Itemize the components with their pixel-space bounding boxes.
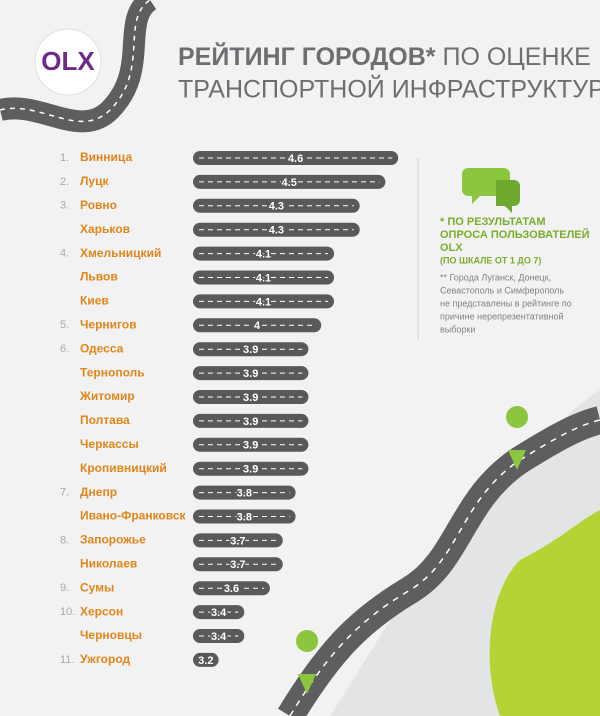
note: OLX bbox=[440, 242, 463, 254]
footnote: причине нерепрезентативной bbox=[440, 311, 564, 321]
category-label: Запорожье bbox=[80, 533, 146, 547]
chat-icon bbox=[496, 180, 520, 213]
bar bbox=[193, 437, 309, 452]
category-label: Херсон bbox=[80, 604, 123, 618]
category-label: Хмельницкий bbox=[80, 246, 161, 260]
park bbox=[489, 510, 600, 716]
value-label: 3.8 bbox=[237, 488, 252, 500]
category-label: Львов bbox=[80, 270, 118, 284]
category-label: Чернигов bbox=[80, 317, 137, 331]
category-label: Сумы bbox=[80, 580, 114, 594]
value-label: 4 bbox=[254, 320, 261, 332]
rank: 1. bbox=[60, 152, 69, 164]
category-label: Полтава bbox=[80, 413, 130, 427]
rank: 6. bbox=[60, 343, 69, 355]
tree bbox=[542, 550, 554, 562]
rank: 2. bbox=[60, 176, 69, 188]
tree bbox=[521, 569, 533, 581]
category-label: Николаев bbox=[80, 556, 137, 570]
value-label: 3.7 bbox=[230, 535, 245, 547]
value-label: 4.3 bbox=[269, 225, 284, 237]
category-label: Ровно bbox=[80, 198, 117, 212]
value-label: 4.1 bbox=[256, 249, 271, 261]
bar bbox=[193, 342, 309, 357]
value-label: 3.9 bbox=[243, 464, 258, 476]
logo: OLX bbox=[41, 46, 95, 76]
value-label: 3.8 bbox=[237, 511, 252, 523]
bar bbox=[193, 151, 399, 165]
bar bbox=[193, 390, 309, 404]
category-label: Черновцы bbox=[80, 628, 142, 642]
category-label: Винница bbox=[80, 150, 132, 164]
rank: 5. bbox=[60, 319, 69, 331]
value-label: 4.3 bbox=[269, 201, 284, 213]
title-light: ПО ОЦЕНКЕ bbox=[442, 43, 590, 71]
note: ОПРОСА ПОЛЬЗОВАТЕЛЕЙ bbox=[440, 228, 590, 241]
value-label: 3.9 bbox=[243, 440, 258, 452]
value-label: 3.6 bbox=[224, 583, 239, 595]
rank: 7. bbox=[60, 487, 69, 499]
category-label: Ивано-Франковск bbox=[80, 509, 187, 523]
category-label: Днепр bbox=[80, 485, 117, 499]
value-label: 3.9 bbox=[243, 416, 258, 428]
rank: 4. bbox=[60, 248, 69, 260]
bar bbox=[193, 198, 360, 213]
value-label: 3.4 bbox=[211, 631, 227, 643]
category-label: Кропивницкий bbox=[80, 461, 167, 475]
logo-circle bbox=[34, 28, 102, 96]
title-bold: РЕЙТИНГ ГОРОДОВ* bbox=[178, 41, 436, 71]
value-label: 3.9 bbox=[243, 344, 258, 356]
value-label: 4.1 bbox=[256, 272, 271, 284]
road-line bbox=[289, 419, 600, 716]
chart-title: РЕЙТИНГ ГОРОДОВ* ПО ОЦЕНКЕ bbox=[178, 41, 591, 71]
value-label: 3.2 bbox=[198, 655, 213, 667]
category-label: Житомир bbox=[79, 389, 135, 403]
category-label: Тернополь bbox=[80, 365, 145, 379]
pin bbox=[296, 630, 319, 694]
category-label: Черкассы bbox=[80, 437, 139, 451]
bar bbox=[193, 581, 270, 596]
road-line bbox=[0, 0, 151, 122]
bar bbox=[193, 461, 309, 476]
pin bbox=[506, 406, 529, 470]
chart-title-line2: ТРАНСПОРТНОЙ ИНФРАСТРУКТУРЫ bbox=[178, 74, 600, 104]
category-label: Луцк bbox=[80, 174, 109, 188]
value-label: 4.1 bbox=[256, 296, 271, 308]
category-label: Киев bbox=[80, 294, 109, 308]
footnote: Севастополь и Симферополь bbox=[440, 285, 564, 295]
category-label: Харьков bbox=[80, 222, 130, 236]
value-label: 3.9 bbox=[243, 392, 258, 404]
category-label: Одесса bbox=[80, 341, 124, 355]
value-label: 3.9 bbox=[243, 368, 258, 380]
value-label: 4.5 bbox=[282, 177, 297, 189]
bar bbox=[193, 366, 309, 381]
footnote: не представлены в рейтинге по bbox=[440, 298, 572, 308]
bar bbox=[193, 413, 309, 428]
rank: 8. bbox=[60, 534, 69, 546]
value-label: 4.6 bbox=[288, 153, 303, 165]
rank: 9. bbox=[60, 582, 69, 594]
value-label: 3.7 bbox=[230, 559, 245, 571]
rank: 10. bbox=[60, 606, 75, 618]
note: * ПО РЕЗУЛЬТАТАМ bbox=[440, 216, 546, 228]
note: (ПО ШКАЛЕ ОТ 1 ДО 7) bbox=[440, 255, 541, 265]
footnote: ** Города Луганск, Донецк, bbox=[440, 272, 551, 282]
bar bbox=[193, 222, 360, 237]
bar bbox=[193, 652, 219, 667]
rank: 3. bbox=[60, 200, 69, 212]
value-label: 3.4 bbox=[211, 607, 227, 619]
category-label: Ужгород bbox=[80, 652, 130, 666]
rank: 11. bbox=[60, 654, 74, 666]
footnote: выборки bbox=[440, 324, 475, 334]
